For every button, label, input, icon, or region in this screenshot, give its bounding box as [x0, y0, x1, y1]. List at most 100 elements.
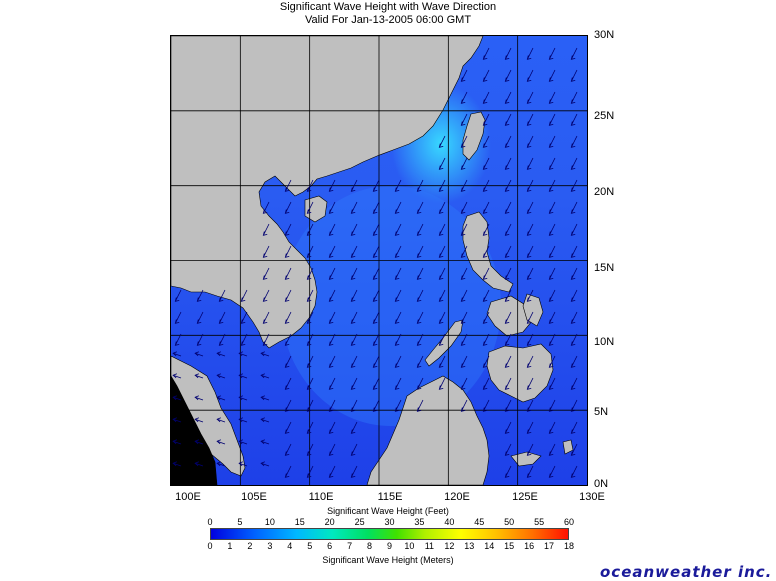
- wave-arrow: [372, 333, 380, 346]
- wave-arrow: [172, 461, 182, 467]
- wave-arrow: [328, 333, 336, 346]
- lat-label: 0N: [594, 478, 609, 490]
- wave-arrow: [238, 461, 248, 467]
- wave-arrow: [548, 355, 556, 368]
- wave-arrow: [350, 289, 358, 302]
- legend-meter-tick: 12: [444, 541, 455, 551]
- wave-arrow: [460, 399, 468, 412]
- wave-arrow: [504, 465, 512, 478]
- wave-arrow: [570, 157, 578, 170]
- wave-arrow: [328, 201, 336, 214]
- wave-arrow: [216, 439, 226, 445]
- wave-arrow: [416, 223, 424, 236]
- wave-arrow: [504, 135, 512, 148]
- wave-arrow: [216, 373, 226, 379]
- wave-arrow: [328, 289, 336, 302]
- wave-arrow: [570, 267, 578, 280]
- legend-meter-tick: 16: [524, 541, 535, 551]
- wave-direction-arrows: [172, 47, 578, 478]
- wave-arrow: [460, 245, 468, 258]
- wave-arrow: [416, 355, 424, 368]
- lat-label: 10N: [594, 336, 615, 348]
- wave-arrow: [504, 91, 512, 104]
- wave-arrow: [328, 223, 336, 236]
- legend-feet-tick: 55: [534, 517, 545, 527]
- legend-meter-tick: 14: [484, 541, 495, 551]
- wave-arrow: [196, 289, 204, 302]
- wave-arrow: [548, 465, 556, 478]
- wave-arrow: [460, 311, 468, 324]
- wave-arrow: [284, 355, 292, 368]
- wave-arrow: [504, 399, 512, 412]
- wave-arrow: [526, 113, 534, 126]
- wave-arrow: [482, 69, 490, 82]
- wave-arrow: [482, 201, 490, 214]
- wave-arrow: [526, 201, 534, 214]
- wave-arrow: [306, 465, 314, 478]
- wave-arrow: [372, 245, 380, 258]
- wave-arrow: [438, 135, 446, 148]
- wave-arrow: [218, 333, 226, 346]
- legend-feet-tick: 50: [504, 517, 515, 527]
- wave-arrow: [238, 417, 248, 423]
- wave-arrow: [194, 439, 204, 445]
- wave-arrow: [460, 135, 468, 148]
- legend-meter-tick: 15: [504, 541, 515, 551]
- wave-arrow: [526, 135, 534, 148]
- lon-label: 120E: [444, 491, 470, 503]
- wave-arrow: [260, 417, 270, 423]
- wave-arrow: [416, 179, 424, 192]
- legend-feet-tick: 20: [324, 517, 335, 527]
- wave-arrow: [438, 245, 446, 258]
- wave-arrow: [548, 223, 556, 236]
- wave-arrow: [416, 311, 424, 324]
- borneo-island: [366, 375, 490, 485]
- wave-arrow: [570, 223, 578, 236]
- legend-meter-tick: 7: [347, 541, 353, 551]
- wave-arrow: [438, 157, 446, 170]
- wave-arrow: [372, 289, 380, 302]
- wave-arrow: [482, 399, 490, 412]
- wave-arrow: [570, 201, 578, 214]
- wave-arrow: [482, 223, 490, 236]
- wave-arrow: [262, 311, 270, 324]
- wave-arrow: [328, 465, 336, 478]
- wave-arrow: [328, 179, 336, 192]
- wave-arrow: [504, 157, 512, 170]
- legend-feet-title: Significant Wave Height (Feet): [327, 506, 449, 516]
- wave-arrow: [284, 201, 292, 214]
- wave-arrow: [504, 289, 512, 302]
- wave-arrow: [172, 351, 182, 357]
- legend-meter-tick: 18: [563, 541, 574, 551]
- wave-arrow: [482, 377, 490, 390]
- palawan-island: [424, 319, 464, 367]
- wave-arrow: [548, 245, 556, 258]
- wave-arrow: [526, 311, 534, 324]
- legend-meter-tick: 10: [404, 541, 415, 551]
- wave-arrow: [526, 355, 534, 368]
- wave-arrow: [238, 351, 248, 357]
- wave-arrow: [570, 333, 578, 346]
- wave-arrow: [394, 399, 402, 412]
- wave-arrow: [284, 465, 292, 478]
- wave-arrow: [328, 267, 336, 280]
- wave-arrow: [306, 333, 314, 346]
- wave-arrow: [460, 333, 468, 346]
- mainland-landmass: [171, 36, 484, 349]
- wave-arrow: [548, 69, 556, 82]
- wave-arrow: [284, 377, 292, 390]
- wave-arrow: [350, 465, 358, 478]
- wave-arrow: [548, 267, 556, 280]
- wave-arrow: [284, 179, 292, 192]
- wave-arrow: [482, 355, 490, 368]
- wave-arrow: [172, 395, 182, 401]
- wave-arrow: [504, 179, 512, 192]
- lon-label: 130E: [579, 491, 605, 503]
- legend-feet-tick: 5: [237, 517, 243, 527]
- wave-arrow: [350, 421, 358, 434]
- wave-arrow: [416, 245, 424, 258]
- wave-arrow: [570, 443, 578, 456]
- wave-arrow: [416, 267, 424, 280]
- wave-arrow: [172, 417, 182, 423]
- wave-arrow: [438, 355, 446, 368]
